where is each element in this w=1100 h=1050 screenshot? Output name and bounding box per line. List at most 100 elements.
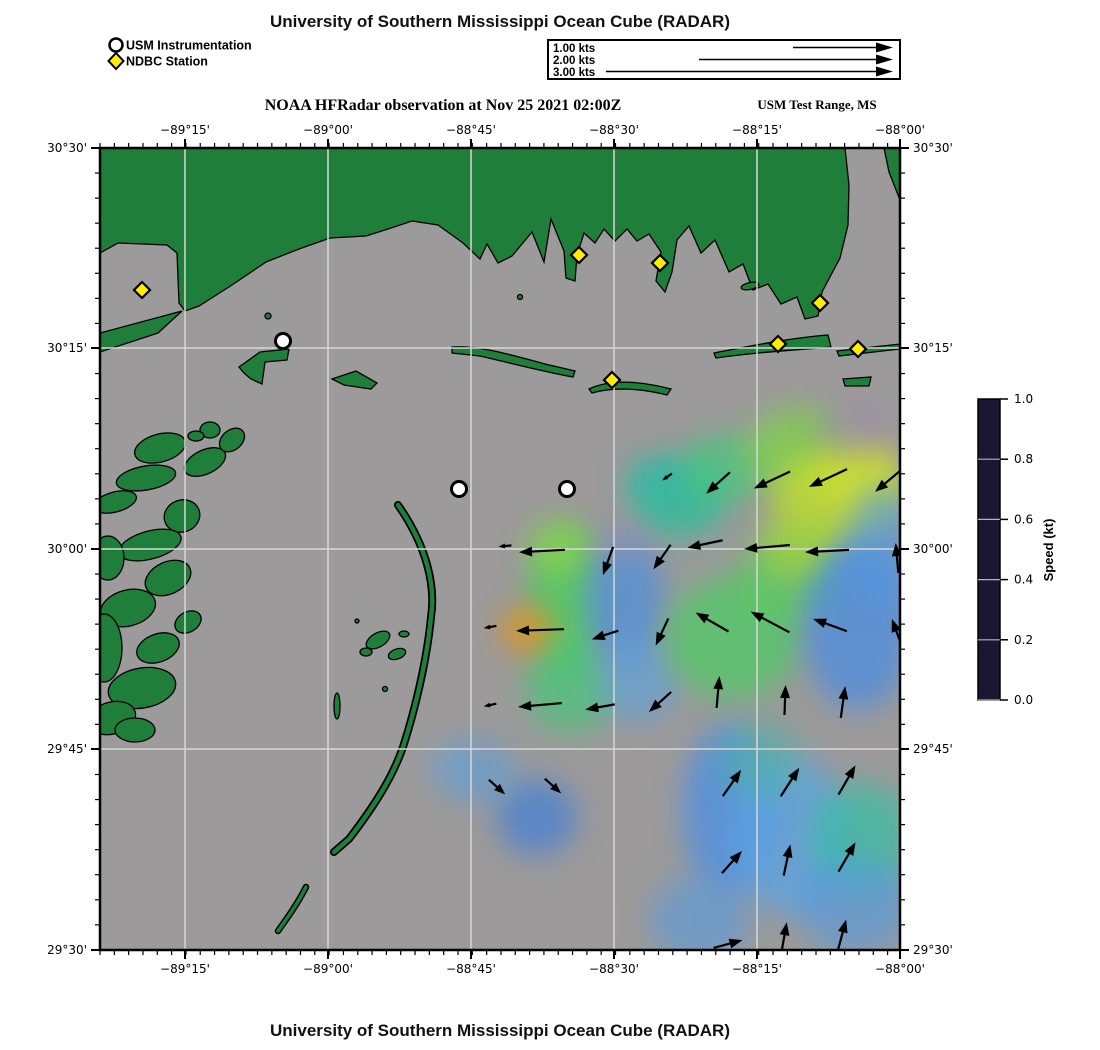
marsh-island [100, 490, 138, 514]
speed-blob [718, 720, 802, 800]
current-vector [780, 685, 791, 716]
usm-station-marker [558, 480, 576, 498]
marsh-island [163, 499, 201, 533]
x-axis-label-bottom: −88°15' [732, 962, 782, 976]
y-axis-label-left: 30°15' [47, 341, 87, 355]
marsh-island [115, 464, 177, 492]
vector-head [874, 479, 889, 492]
ndbc-station-marker [650, 253, 670, 273]
current-vector [874, 469, 900, 492]
x-axis-label-bottom: −89°00' [303, 962, 353, 976]
speed-blob [598, 638, 678, 722]
map-legend: USM Instrumentation NDBC Station [107, 37, 252, 71]
marsh-island [107, 666, 177, 710]
y-axis-label-right: 30°15' [913, 341, 953, 355]
vector-head [844, 842, 856, 857]
scale-arrow-head [876, 66, 893, 77]
colorbar-gradient-bar [977, 398, 1001, 701]
current-vector [750, 611, 790, 634]
vector-head [706, 481, 720, 494]
colorbar-tick-label: 0.6 [1014, 512, 1033, 526]
marsh-island [100, 613, 123, 683]
vector-shaft [756, 614, 790, 634]
scale-entry-label: 3.00 kts [553, 67, 595, 79]
y-axis-label-left: 29°45' [47, 742, 87, 756]
cat-island [238, 348, 290, 385]
x-axis-label-bottom: −88°45' [446, 962, 496, 976]
x-axis-label-bottom: −89°15' [160, 962, 210, 976]
ndbc-station-marker [848, 339, 868, 359]
vector-head [750, 611, 765, 623]
x-axis-label-top: −89°00' [303, 123, 353, 137]
y-axis-label-left: 30°00' [47, 542, 87, 556]
scale-arrow-head [876, 54, 893, 65]
x-axis-label-top: −88°30' [589, 123, 639, 137]
current-vector [706, 471, 731, 494]
marsh-island [144, 559, 192, 597]
current-vector [602, 546, 615, 576]
speed-blob [797, 857, 900, 950]
current-vector [891, 618, 900, 648]
mobile-bay-east-shore [883, 148, 900, 201]
current-vector [488, 778, 506, 795]
mid-island [365, 630, 391, 650]
vector-head [687, 540, 702, 550]
marsh-island [187, 430, 205, 442]
marsh-archipelago [100, 421, 246, 743]
current-vector [837, 765, 856, 796]
vector-shaft [815, 468, 848, 485]
chandeleur-islands [274, 501, 437, 935]
marsh-island [218, 427, 246, 453]
current-vector [655, 617, 670, 646]
vector-head [519, 546, 533, 557]
deer-island [740, 281, 760, 291]
x-axis-label-top: −88°45' [446, 123, 496, 137]
current-vector [782, 844, 793, 876]
vector-shaft [751, 543, 791, 550]
scale-entry-label: 1.00 kts [553, 43, 595, 55]
current-vector [744, 542, 791, 553]
current-vector [753, 470, 791, 489]
colorbar-tick-label: 0.2 [1014, 633, 1033, 647]
y-axis-label-left: 30°30' [47, 141, 87, 155]
y-axis-label-right: 30°30' [913, 141, 953, 155]
current-vector [483, 624, 497, 630]
vector-head [655, 631, 666, 646]
vector-head [695, 612, 710, 624]
current-vector [648, 691, 672, 713]
x-axis-label-top: −88°00' [875, 123, 925, 137]
ndbc-legend-marker-icon [107, 51, 125, 71]
colorbar-tick-label: 0.0 [1014, 693, 1033, 707]
colorbar: Speed (kt) 1.0 0.8 0.6 0.4 0.2 0.0 [977, 392, 1056, 707]
chandeleur-fill [331, 502, 435, 855]
marsh-island [136, 632, 180, 664]
vector-head [729, 850, 743, 864]
barrier-island [330, 370, 379, 390]
current-vector [483, 702, 497, 708]
axes-layer: −89°15' −89°15' −89°00' −89°00' −88°45' −88°4… [47, 123, 953, 976]
current-vector [544, 777, 562, 794]
vector-head [780, 685, 791, 699]
current-vector [498, 543, 512, 549]
colorbar-title: Speed (kt) [1041, 519, 1056, 582]
ndbc-station-marker [602, 370, 622, 390]
marsh-island [100, 535, 125, 581]
marsh-island [114, 717, 156, 743]
current-vector [837, 842, 856, 873]
islet-dot [354, 618, 360, 624]
vector-head [483, 624, 491, 630]
current-vector [519, 546, 566, 557]
mid-island [333, 692, 341, 720]
scale-entry-label: 2.00 kts [553, 55, 595, 67]
speed-blob [592, 521, 644, 565]
vector-head [662, 475, 669, 481]
x-axis-label-top: −88°15' [732, 123, 782, 137]
x-axis-label-top: −89°15' [160, 123, 210, 137]
scale-arrow-head [876, 42, 893, 53]
legend-item-label: USM Instrumentation [126, 39, 252, 53]
y-axis-label-right: 29°30' [913, 943, 953, 957]
vector-head [728, 938, 743, 949]
vector-head [782, 844, 793, 859]
